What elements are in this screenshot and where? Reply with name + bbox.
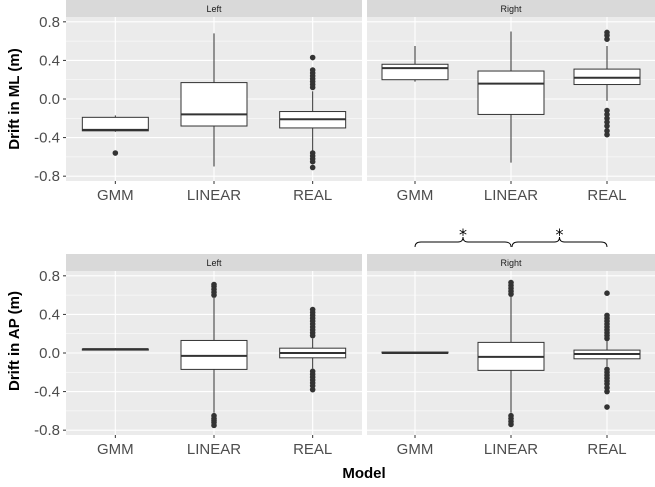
y-tick-label: 0.4 xyxy=(39,52,60,69)
significance-bracket xyxy=(414,236,512,248)
facet-panels: Left -0.8 -0.4 0.0 0.4 0.8 GMM LINEAR REAL Right G… xyxy=(34,0,655,458)
x-axis-title: Model xyxy=(342,465,385,482)
y-tick-label: -0.8 xyxy=(34,168,60,185)
outlier-point xyxy=(604,36,610,42)
x-tick-label: LINEAR xyxy=(187,187,241,204)
facet-strip xyxy=(66,254,362,271)
y-tick-label: -0.4 xyxy=(34,384,60,401)
significance-star: * xyxy=(459,225,467,244)
y-tick-label: 0.0 xyxy=(39,91,60,108)
y-tick-label: 0.0 xyxy=(39,345,60,362)
significance-star: * xyxy=(556,225,564,244)
outlier-point xyxy=(211,422,217,429)
outlier-point xyxy=(508,279,514,286)
box-gmm xyxy=(81,348,149,351)
facet-panel-1: Left -0.8 -0.4 0.0 0.4 0.8 GMM LINEAR REAL xyxy=(34,0,362,204)
y-tick-label: -0.8 xyxy=(34,422,60,439)
outlier-point xyxy=(604,131,610,138)
box-linear xyxy=(477,31,545,163)
box-gmm xyxy=(81,115,149,156)
box-gmm xyxy=(381,45,449,82)
outlier-point xyxy=(211,281,217,288)
outlier-point xyxy=(604,119,610,125)
y-tick-label: 0.8 xyxy=(39,268,60,285)
x-tick-label: LINEAR xyxy=(484,441,538,458)
facet-strip-label: Right xyxy=(500,258,522,268)
box-gmm xyxy=(381,351,449,354)
x-tick-label: REAL xyxy=(587,187,626,204)
facet-strip-label: Left xyxy=(206,258,222,268)
outlier-point xyxy=(508,421,514,428)
box-iqr xyxy=(81,116,149,132)
y-axis-title-ap: Drift in AP (m) xyxy=(6,291,23,391)
outlier-point xyxy=(604,128,610,134)
box-real xyxy=(279,306,347,393)
box-linear xyxy=(477,279,545,428)
x-tick-label: GMM xyxy=(97,187,134,204)
significance-bracket xyxy=(511,236,608,248)
outlier-point xyxy=(604,123,610,129)
y-tick-label: -0.4 xyxy=(34,130,60,147)
x-tick-label: GMM xyxy=(397,441,434,458)
facet-strip xyxy=(66,0,362,17)
box-iqr xyxy=(381,63,449,81)
x-tick-label: REAL xyxy=(587,441,626,458)
y-tick-label: 0.8 xyxy=(39,14,60,31)
facet-panel-3: Left -0.8 -0.4 0.0 0.4 0.8 GMM LINEAR REAL xyxy=(34,254,362,458)
box-iqr xyxy=(477,70,545,115)
outlier-point xyxy=(309,54,316,61)
facet-strip-label: Right xyxy=(500,4,522,14)
outlier-point xyxy=(604,290,610,296)
outlier-point xyxy=(604,111,610,118)
box-linear xyxy=(180,281,248,429)
x-tick-label: GMM xyxy=(97,441,134,458)
y-axis-title-ml: Drift in ML (m) xyxy=(6,48,23,149)
significance-annotations: * * xyxy=(414,225,608,248)
y-tick-label: 0.4 xyxy=(39,306,60,323)
outlier-point xyxy=(604,404,610,410)
facet-strip-label: Left xyxy=(206,4,222,14)
outlier-point xyxy=(604,381,610,387)
box-linear xyxy=(180,33,248,167)
outlier-point xyxy=(604,107,610,114)
x-tick-label: REAL xyxy=(293,441,332,458)
outlier-point xyxy=(309,386,316,393)
outlier-point xyxy=(604,29,610,36)
outlier-point xyxy=(604,115,610,122)
outlier-point xyxy=(112,150,119,156)
outlier-point xyxy=(309,158,316,165)
x-tick-label: REAL xyxy=(293,187,332,204)
x-tick-label: LINEAR xyxy=(484,187,538,204)
facet-panel-4: Right GMM LINEAR REAL xyxy=(367,254,655,458)
outlier-point xyxy=(309,383,316,389)
box-real xyxy=(279,54,347,171)
outlier-point xyxy=(604,388,610,395)
facet-strip xyxy=(367,254,655,271)
facet-panel-2: Right GMM LINEAR REAL xyxy=(367,0,655,204)
outlier-point xyxy=(309,306,316,313)
box-real xyxy=(573,29,641,138)
outlier-point xyxy=(309,164,316,171)
outlier-point xyxy=(604,384,610,391)
x-tick-label: GMM xyxy=(397,187,434,204)
facet-strip xyxy=(367,0,655,17)
box-iqr xyxy=(180,82,248,127)
outlier-point xyxy=(309,67,316,73)
box-real xyxy=(573,290,641,410)
x-tick-label: LINEAR xyxy=(187,441,241,458)
outlier-point xyxy=(604,312,610,319)
